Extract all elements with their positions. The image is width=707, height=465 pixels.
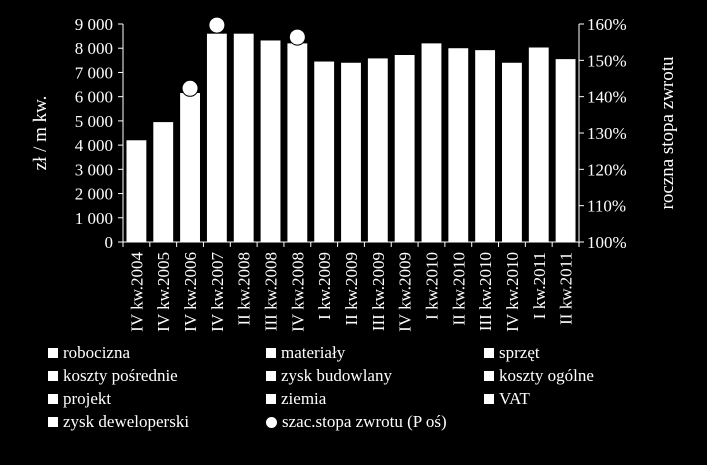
bar (126, 140, 147, 242)
y2-axis-title: roczna stopa zwrotu (657, 56, 678, 209)
legend-swatch (48, 348, 58, 358)
legend-label: koszty ogólne (499, 366, 594, 385)
legend-item: szac.stopa zwrotu (P oś) (266, 412, 447, 432)
legend-item: zysk budowlany (266, 366, 392, 386)
bar (555, 59, 576, 242)
x-tick-label: II kw.2008 (235, 252, 254, 326)
y2-tick-label: 130% (587, 124, 627, 143)
y-axis-title: zł / m kw. (30, 96, 51, 171)
legend-marker-swatch (266, 416, 277, 428)
bar (180, 93, 200, 243)
bar (233, 33, 254, 242)
y-tick-label: 3 000 (75, 160, 113, 179)
x-tick-label: II kw.2009 (342, 252, 361, 326)
legend-item: projekt (48, 389, 111, 409)
legend-label: robocizna (63, 343, 131, 362)
legend-label: projekt (63, 389, 112, 408)
bar (448, 48, 469, 242)
legend-item: robocizna (48, 343, 130, 363)
legend: robocizna materiały sprzęt koszty pośrednie… (48, 343, 698, 458)
legend-label: materiały (281, 343, 346, 362)
y2-tick-label: 110% (587, 197, 626, 216)
legend-label: zysk budowlany (281, 366, 392, 385)
legend-swatch (48, 417, 58, 427)
y-tick-label: 1 000 (75, 209, 113, 228)
x-tick-label: IV kw.2008 (288, 252, 307, 332)
y2-tick-label: 150% (587, 51, 627, 70)
bar (260, 40, 281, 242)
legend-item: VAT (484, 389, 530, 409)
bar (475, 50, 496, 242)
x-tick-label: III kw.2008 (262, 252, 281, 331)
x-tick-label: II kw.2011 (557, 252, 576, 325)
y-tick-label: 5 000 (75, 112, 113, 131)
chart-plot: 0 1 000 2 000 3 000 4 000 5 000 6 000 7 000 8 00… (30, 15, 678, 332)
bar (421, 43, 442, 242)
y2-tick-label: 160% (587, 15, 627, 34)
legend-item: ziemia (266, 389, 326, 409)
x-tick-label: III kw.2009 (369, 252, 388, 331)
y2-tick-label: 140% (587, 88, 627, 107)
bar (341, 62, 361, 242)
y-tick-label: 4 000 (75, 136, 113, 155)
y2-tick-label: 100% (587, 233, 627, 252)
bar (528, 47, 549, 242)
return-rate-marker (208, 16, 226, 34)
x-tick-label: IV kw.2005 (154, 252, 173, 332)
x-tick-label: IV kw.2009 (396, 252, 415, 332)
return-rate-marker (288, 28, 306, 46)
y-tick-label: 0 (105, 233, 114, 252)
y-tick-label: 2 000 (75, 185, 113, 204)
y-tick-label: 9 000 (75, 15, 113, 34)
legend-item: zysk deweloperski (48, 412, 189, 432)
legend-swatch (484, 394, 494, 404)
legend-swatch (266, 394, 276, 404)
bar (206, 33, 227, 242)
bar (153, 122, 174, 242)
legend-label: sprzęt (499, 343, 540, 362)
legend-swatch (48, 394, 58, 404)
legend-item: sprzęt (484, 343, 540, 363)
x-tick-label: I kw.2010 (422, 252, 441, 320)
y-tick-label: 7 000 (75, 63, 113, 82)
legend-swatch (48, 371, 58, 381)
legend-swatch (484, 348, 494, 358)
bar (367, 58, 388, 243)
x-tick-label: IV kw.2004 (127, 252, 146, 332)
y-tick-label: 8 000 (75, 39, 113, 58)
x-tick-label: I kw.2011 (530, 252, 549, 319)
legend-label: koszty pośrednie (63, 366, 178, 385)
legend-item: koszty ogólne (484, 366, 594, 386)
legend-swatch (266, 348, 276, 358)
legend-swatch (266, 371, 276, 381)
x-tick-label: IV kw.2010 (503, 252, 522, 332)
x-tick-label: IV kw.2006 (181, 252, 200, 332)
legend-label: szac.stopa zwrotu (P oś) (282, 412, 447, 431)
x-tick-label: III kw.2010 (476, 252, 495, 331)
x-tick-label: II kw.2010 (449, 252, 468, 326)
y-tick-label: 6 000 (75, 88, 113, 107)
bar (502, 62, 522, 242)
legend-swatch (484, 371, 494, 381)
return-rate-marker (181, 79, 199, 97)
x-tick-label: IV kw.2007 (208, 252, 227, 332)
legend-item: koszty pośrednie (48, 366, 178, 386)
legend-label: VAT (499, 389, 530, 408)
legend-label: zysk deweloperski (63, 412, 190, 431)
legend-label: ziemia (281, 389, 327, 408)
bar (287, 43, 308, 242)
y2-tick-label: 120% (587, 160, 627, 179)
bar (314, 61, 335, 242)
bar (394, 55, 415, 243)
legend-item: materiały (266, 343, 345, 363)
x-tick-label: I kw.2009 (315, 252, 334, 320)
